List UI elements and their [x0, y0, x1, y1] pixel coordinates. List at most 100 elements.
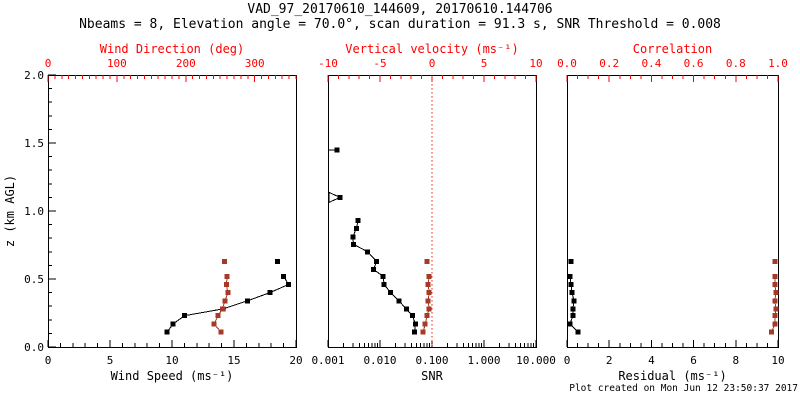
correlation-point	[773, 306, 779, 312]
svg-text:5: 5	[481, 57, 488, 70]
snr-point	[334, 147, 340, 153]
svg-text:Residual (ms⁻¹): Residual (ms⁻¹)	[618, 369, 726, 383]
snr-point	[388, 290, 394, 296]
series-residual	[567, 258, 581, 335]
svg-text:1.5: 1.5	[24, 137, 44, 150]
svg-text:300: 300	[245, 57, 265, 70]
wind-direction-point	[219, 306, 225, 312]
wind-direction-point	[225, 290, 231, 296]
svg-text:10.000: 10.000	[516, 354, 556, 367]
vertical-velocity-point	[425, 298, 431, 304]
series-vertical-velocity	[420, 258, 432, 335]
correlation-point	[772, 273, 778, 279]
wind-frame	[48, 75, 297, 348]
residual-point	[571, 298, 577, 304]
snr-point	[350, 234, 356, 240]
svg-text:Wind Direction (deg): Wind Direction (deg)	[100, 42, 245, 56]
correlation-point	[772, 313, 778, 319]
plot-created-timestamp: Plot created on Mon Jun 12 23:50:37 2017	[569, 383, 798, 394]
svg-text:1.0: 1.0	[768, 57, 788, 70]
panel-residual: 0 2 4 6 8 10 Residual (ms⁻¹) 0.0 0.2 0.4 0.6 0.8 1.0…	[557, 42, 788, 383]
correlation-point	[773, 290, 779, 296]
snr-point	[403, 306, 409, 312]
residual-frame	[567, 75, 779, 348]
snr-point	[409, 313, 415, 319]
wind-direction-point	[221, 258, 227, 264]
svg-text:0.0: 0.0	[557, 57, 577, 70]
svg-text:0.6: 0.6	[684, 57, 704, 70]
wind-speed-point	[170, 321, 176, 327]
residual-point	[568, 281, 574, 287]
svg-text:1.000: 1.000	[467, 354, 500, 367]
svg-text:0.5: 0.5	[24, 273, 44, 286]
svg-text:0.4: 0.4	[641, 57, 661, 70]
svg-text:0.100: 0.100	[415, 354, 448, 367]
svg-text:6: 6	[690, 354, 697, 367]
svg-text:5: 5	[107, 354, 114, 367]
correlation-point	[769, 329, 775, 335]
svg-text:-5: -5	[373, 57, 386, 70]
wind-direction-point	[222, 298, 228, 304]
svg-text:Wind Speed (ms⁻¹): Wind Speed (ms⁻¹)	[111, 369, 234, 383]
panel-wind: 0 5 10 15 20 Wind Speed (ms⁻¹) 0 100 200 300Wind …	[45, 42, 303, 383]
z-axis-label: z (km AGL)	[3, 175, 17, 247]
svg-text:20: 20	[289, 354, 302, 367]
plot-subtitle: Nbeams = 8, Elevation angle = 70.0°, sca…	[79, 17, 721, 32]
vertical-velocity-point	[426, 306, 432, 312]
svg-text:0.2: 0.2	[599, 57, 619, 70]
vertical-velocity-point	[422, 321, 428, 327]
offscale-arrow-icon	[328, 191, 342, 204]
wind-direction-point	[223, 281, 229, 287]
snr-point	[351, 241, 357, 247]
residual-point	[575, 329, 581, 335]
svg-text:0: 0	[429, 57, 436, 70]
snr-point	[355, 218, 361, 224]
svg-text:2.0: 2.0	[24, 69, 44, 82]
svg-text:0.0: 0.0	[24, 341, 44, 354]
svg-text:1.0: 1.0	[24, 205, 44, 218]
wind-speed-point	[267, 290, 273, 296]
snr-point	[353, 226, 359, 232]
plot-title: VAD_97_20170610_144609, 20170610.144706	[247, 2, 553, 17]
svg-text:0: 0	[45, 354, 52, 367]
svg-text:0: 0	[564, 354, 571, 367]
residual-point	[567, 273, 573, 279]
svg-text:15: 15	[227, 354, 240, 367]
residual-point	[570, 306, 576, 312]
correlation-point	[772, 281, 778, 287]
panel-snr: 0.001 0.010 0.100 1.000 10.000 SNR -10 -5 0 5 10 Ve…	[311, 42, 555, 383]
wind-speed-point	[245, 298, 251, 304]
svg-text:2: 2	[606, 354, 613, 367]
svg-text:10: 10	[771, 354, 784, 367]
correlation-point	[772, 321, 778, 327]
snr-point	[374, 258, 380, 264]
snr-point	[337, 194, 343, 200]
svg-text:Vertical velocity (ms⁻¹): Vertical velocity (ms⁻¹)	[345, 42, 518, 56]
vertical-velocity-point	[426, 273, 432, 279]
residual-point	[569, 290, 575, 296]
svg-text:10: 10	[165, 354, 178, 367]
snr-point	[412, 321, 418, 327]
wind-direction-point	[218, 329, 224, 335]
snr-point	[396, 298, 402, 304]
svg-text:100: 100	[107, 57, 127, 70]
wind-speed-point	[274, 258, 280, 264]
wind-direction-point	[211, 321, 217, 327]
residual-point	[568, 258, 574, 264]
svg-text:0: 0	[45, 57, 52, 70]
residual-bottom-axis: 0 2 4 6 8 10 Residual (ms⁻¹)	[564, 340, 785, 383]
snr-point	[381, 281, 387, 287]
svg-text:0.8: 0.8	[726, 57, 746, 70]
snr-point	[371, 266, 377, 272]
series-snr	[328, 147, 418, 335]
residual-point	[570, 313, 576, 319]
snr-bottom-axis: 0.001 0.010 0.100 1.000 10.000 SNR	[311, 340, 556, 383]
wind-speed-point	[181, 313, 187, 319]
vertical-velocity-point	[426, 290, 432, 296]
vertical-velocity-point	[424, 258, 430, 264]
wind-speed-point	[164, 329, 170, 335]
vertical-velocity-point	[425, 281, 431, 287]
residual-top-axis: 0.0 0.2 0.4 0.6 0.8 1.0 Correlation	[557, 42, 788, 82]
